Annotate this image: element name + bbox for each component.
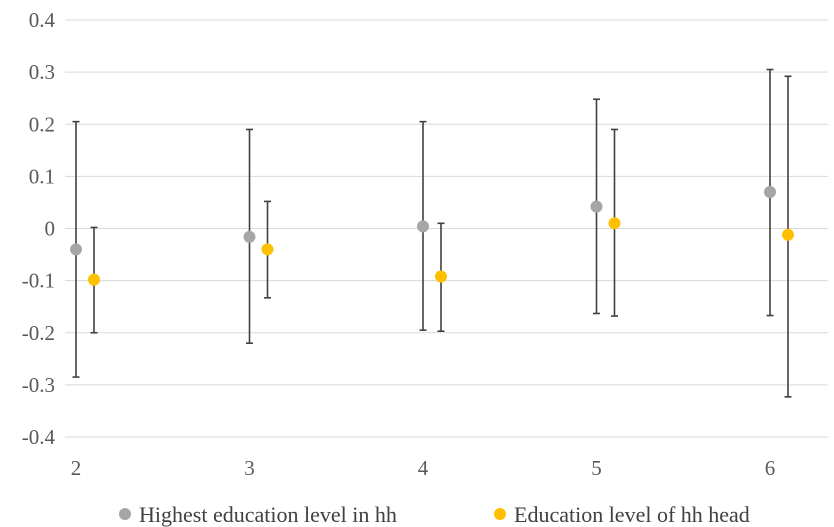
y-tick-label: -0.1 bbox=[22, 269, 55, 293]
data-point-series-2 bbox=[435, 270, 447, 283]
data-point-series-1 bbox=[764, 186, 776, 199]
y-tick-label: 0.3 bbox=[29, 60, 55, 84]
data-point-series-1 bbox=[417, 220, 429, 233]
y-tick-label: -0.4 bbox=[22, 425, 56, 449]
data-point-series-2 bbox=[261, 243, 274, 256]
data-point-series-1 bbox=[590, 200, 603, 213]
error-bars bbox=[72, 68, 792, 398]
x-tick-label: 3 bbox=[244, 456, 255, 480]
x-axis-ticks: 2 3 4 5 6 bbox=[71, 456, 776, 480]
y-tick-label: 0.2 bbox=[29, 112, 55, 136]
legend-label-series-2: Education level of hh head bbox=[514, 502, 750, 527]
y-tick-label: -0.3 bbox=[22, 373, 55, 397]
data-points bbox=[70, 186, 794, 286]
data-point-series-2 bbox=[608, 217, 621, 230]
x-tick-label: 2 bbox=[71, 456, 82, 480]
y-axis-ticks: 0.4 0.3 0.2 0.1 0 -0.1 -0.2 -0.3 -0.4 bbox=[22, 8, 56, 449]
data-point-series-1 bbox=[243, 230, 256, 243]
x-tick-label: 5 bbox=[591, 456, 602, 480]
x-tick-label: 6 bbox=[765, 456, 776, 480]
data-point-series-2 bbox=[782, 228, 794, 241]
y-tick-label: 0.1 bbox=[29, 164, 55, 188]
y-tick-label: -0.2 bbox=[22, 321, 55, 345]
legend: Highest education level in hh Education … bbox=[119, 502, 750, 527]
x-tick-label: 4 bbox=[418, 456, 429, 480]
data-point-series-2 bbox=[88, 273, 100, 286]
legend-marker-series-1 bbox=[119, 508, 131, 520]
y-tick-label: 0 bbox=[45, 217, 56, 241]
gridlines bbox=[65, 19, 828, 438]
legend-marker-series-2 bbox=[494, 508, 506, 520]
data-point-series-1 bbox=[70, 243, 82, 256]
y-tick-label: 0.4 bbox=[29, 8, 56, 32]
legend-label-series-1: Highest education level in hh bbox=[139, 502, 397, 527]
